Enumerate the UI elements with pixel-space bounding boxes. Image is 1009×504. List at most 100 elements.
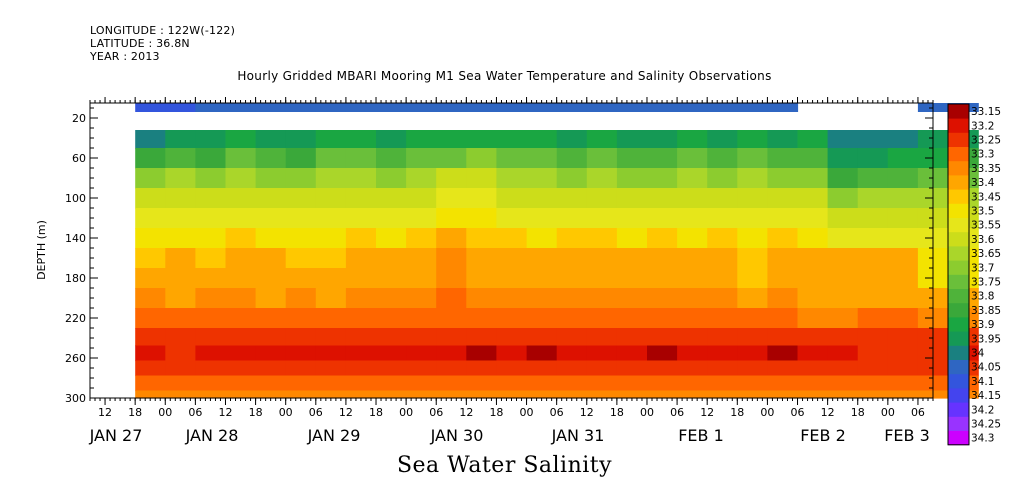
heat-cell (496, 228, 528, 249)
heat-cell (887, 130, 919, 149)
heat-cell (135, 130, 166, 149)
x-tick-label: 06 (188, 406, 202, 419)
heat-cell (315, 268, 347, 289)
heat-cell (135, 268, 166, 289)
heat-cell (255, 390, 287, 399)
heat-cell (165, 188, 196, 209)
heat-cell (315, 168, 347, 189)
heat-cell (797, 390, 829, 399)
heat-cell (135, 168, 166, 189)
heat-cell (165, 168, 196, 189)
heat-cell (376, 188, 407, 209)
heat-cell (436, 103, 467, 112)
heat-cell (647, 168, 678, 189)
heat-cell (165, 308, 196, 329)
chart-title: Hourly Gridded MBARI Mooring M1 Sea Wate… (237, 69, 772, 83)
heat-cell (466, 168, 497, 189)
heat-cell (436, 268, 467, 289)
heat-cell (677, 360, 708, 377)
heat-cell (677, 188, 708, 209)
heat-cell (647, 308, 678, 329)
heat-cell (857, 248, 889, 269)
colorbar-label: 33.95 (971, 333, 1001, 345)
heat-cell (887, 308, 919, 329)
heat-cell (225, 208, 257, 229)
heat-cell (857, 360, 889, 377)
heat-cell (586, 168, 618, 189)
heat-cell (797, 268, 829, 289)
heat-cell (707, 288, 738, 309)
heat-cell (315, 390, 347, 399)
heat-cell (135, 345, 166, 362)
colorbar-swatch (948, 373, 969, 389)
heat-cell (135, 390, 166, 399)
heat-cell (496, 103, 528, 112)
heat-cell (767, 390, 799, 399)
heat-cell (647, 208, 678, 229)
heat-cell (887, 328, 919, 347)
colorbar-swatch (948, 416, 969, 431)
heat-cell (887, 208, 919, 229)
heat-cell (376, 130, 407, 149)
colorbar-swatch (948, 118, 969, 133)
heat-cell (767, 248, 799, 269)
heat-cell (857, 345, 889, 362)
x-tick-label: 00 (640, 406, 654, 419)
heat-cell (827, 208, 859, 229)
x-tick-label: 06 (791, 406, 805, 419)
heat-cell (165, 148, 196, 169)
heat-cell (556, 345, 588, 362)
heat-cell (376, 103, 407, 112)
heat-cell (195, 248, 227, 269)
colorbar-label: 33.55 (971, 220, 1001, 232)
heat-cell (496, 390, 528, 399)
heat-cell (345, 390, 377, 399)
heat-cell (616, 248, 648, 269)
heat-cell (255, 188, 287, 209)
colorbar-label: 33.65 (971, 248, 1001, 260)
heat-cell (376, 308, 407, 329)
heat-cell (647, 345, 678, 362)
x-tick-label: 00 (399, 406, 413, 419)
heat-cell (767, 375, 799, 392)
heat-cell (526, 168, 558, 189)
heat-cell (376, 390, 407, 399)
heat-cell (797, 228, 829, 249)
heat-cell (406, 130, 437, 149)
heat-cell (406, 375, 437, 392)
colorbar-swatch (948, 302, 969, 318)
colorbar-swatch (948, 359, 969, 375)
heat-cell (135, 103, 166, 112)
heat-cell (707, 375, 738, 392)
heat-cell (556, 288, 588, 309)
colorbar-label: 34.05 (971, 362, 1001, 374)
heat-cell (647, 188, 678, 209)
heat-cell (135, 360, 166, 377)
heat-cell (285, 345, 317, 362)
colorbar-label: 34.3 (971, 433, 994, 445)
heat-cell (315, 188, 347, 209)
heat-cell (677, 390, 708, 399)
colorbar-swatch (948, 146, 969, 162)
axes: 20 60 100 140 180 220 260 300 DEPTH (m) 12 18 00 06 1… (35, 97, 934, 445)
colorbar-label: 33.6 (971, 234, 995, 246)
heat-cell (737, 288, 768, 309)
heat-cell (165, 268, 196, 289)
heat-cell (586, 228, 618, 249)
heat-cell (285, 188, 317, 209)
x-day-label: JAN 30 (430, 426, 484, 445)
heat-cell (767, 208, 799, 229)
heat-cell (255, 360, 287, 377)
x-tick-label: 00 (760, 406, 774, 419)
x-tick-label: 12 (339, 406, 353, 419)
heat-cell (526, 375, 558, 392)
colorbar-label: 33.75 (971, 277, 1001, 289)
heat-cell (345, 345, 377, 362)
heat-cell (677, 103, 708, 112)
colorbar-swatch (948, 317, 969, 332)
heat-cell (466, 148, 497, 169)
heat-cell (586, 130, 618, 149)
heat-cell (797, 375, 829, 392)
heat-cell (436, 308, 467, 329)
heat-cell (345, 360, 377, 377)
